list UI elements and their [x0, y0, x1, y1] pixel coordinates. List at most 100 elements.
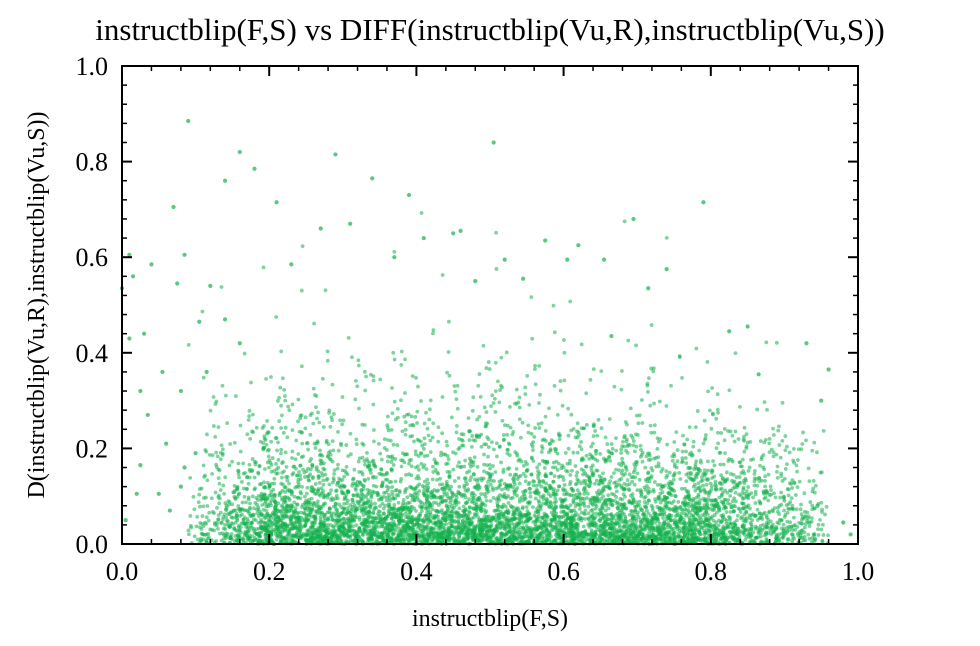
data-point-3300 [428, 398, 433, 403]
data-point-3824 [701, 441, 706, 446]
data-point-2827 [296, 496, 300, 500]
data-point-4624 [279, 451, 283, 456]
data-point-1002 [413, 449, 418, 454]
data-point-4061 [623, 494, 627, 499]
data-point-3953 [584, 391, 589, 396]
data-point-4485 [206, 531, 211, 536]
data-point-4668 [569, 533, 574, 538]
data-point-4229 [612, 384, 617, 389]
data-point-3107 [686, 489, 691, 494]
data-point-4580 [578, 498, 583, 503]
data-point-3699 [517, 481, 522, 486]
data-point-253 [826, 533, 830, 538]
data-point-1297 [568, 299, 573, 304]
data-point-115 [300, 484, 304, 489]
data-point-3712 [497, 444, 502, 449]
data-point-3401 [314, 465, 319, 470]
data-point-3725 [636, 538, 641, 543]
data-point-909 [806, 466, 811, 471]
data-point-206 [543, 414, 548, 419]
data-point-4145 [232, 483, 237, 488]
data-point-784 [644, 454, 649, 459]
data-point-879 [325, 358, 330, 363]
data-point-457 [508, 405, 512, 409]
data-point-34 [766, 498, 771, 503]
data-point-3196 [494, 230, 499, 235]
data-point-4268 [765, 520, 769, 525]
data-point-4868 [294, 520, 299, 525]
data-point-1697 [216, 425, 221, 430]
data-point-1263 [698, 458, 703, 463]
data-point-2653 [599, 496, 604, 501]
data-point-2299 [552, 383, 557, 388]
data-point-2045 [790, 478, 795, 483]
data-point-2252 [619, 387, 624, 392]
data-point-2376 [602, 539, 607, 544]
data-point-1281 [784, 444, 789, 449]
data-point-1748 [549, 510, 554, 515]
data-point-4636 [755, 518, 760, 522]
data-point-2256 [292, 494, 297, 499]
data-point-4220 [608, 534, 613, 539]
data-point-2058 [445, 469, 450, 474]
data-point-4390 [781, 531, 786, 536]
data-point-551 [478, 394, 483, 399]
data-point-4459 [800, 442, 805, 446]
data-point-1701 [603, 435, 608, 440]
data-point-2813 [537, 462, 542, 467]
data-point-790 [340, 422, 344, 427]
data-point-1308 [598, 523, 603, 528]
data-point-4545 [326, 442, 331, 447]
data-point-4288 [558, 433, 562, 438]
data-point-3721 [669, 383, 673, 388]
data-point-3557 [677, 526, 682, 530]
data-point-1920 [643, 465, 648, 470]
data-point-3841 [777, 521, 781, 526]
data-point-1035 [493, 360, 498, 365]
data-point-4965 [342, 534, 347, 538]
data-point-3643 [646, 511, 651, 516]
data-point-3200 [313, 393, 317, 397]
data-point-3013 [705, 512, 710, 517]
data-point-4040 [582, 491, 587, 496]
data-point-1719 [201, 463, 206, 468]
data-point-4792 [361, 513, 366, 517]
data-point-4883 [322, 512, 326, 517]
data-point-4467 [200, 521, 205, 526]
data-point-4837 [793, 493, 798, 497]
data-point-1042 [293, 506, 298, 511]
data-point-4359 [351, 524, 355, 529]
data-point-2437 [246, 418, 251, 422]
data-point-1837 [609, 475, 614, 479]
data-point-3767 [774, 532, 779, 537]
data-point-4641 [623, 464, 628, 469]
data-point-3101 [622, 434, 627, 438]
data-point-2926 [778, 455, 783, 460]
data-point-643 [354, 523, 359, 528]
data-point-1238 [223, 522, 227, 527]
data-point-1479 [314, 405, 318, 409]
data-point-2830 [469, 445, 474, 449]
data-point-3087 [504, 495, 509, 500]
data-point-3281 [199, 531, 204, 536]
data-point-859 [313, 446, 318, 450]
data-point-2794 [477, 372, 482, 376]
data-point-2971 [205, 536, 210, 541]
data-point-1222 [299, 515, 304, 520]
data-point-1080 [767, 441, 772, 446]
data-point-3476 [562, 483, 567, 487]
data-point-4960 [378, 510, 382, 514]
data-point-164 [493, 389, 498, 394]
data-point-3102 [536, 469, 540, 474]
data-point-3384 [283, 398, 288, 403]
data-point-4302 [722, 426, 727, 431]
data-point-4913 [518, 510, 523, 515]
data-point-3533 [610, 446, 615, 451]
data-point-1550 [219, 520, 223, 525]
data-point-4260 [470, 434, 475, 438]
data-point-1189 [601, 471, 605, 476]
data-point-4096 [406, 412, 411, 417]
data-point-2533 [368, 504, 372, 509]
data-point-223 [381, 506, 386, 511]
data-point-473 [482, 469, 486, 474]
